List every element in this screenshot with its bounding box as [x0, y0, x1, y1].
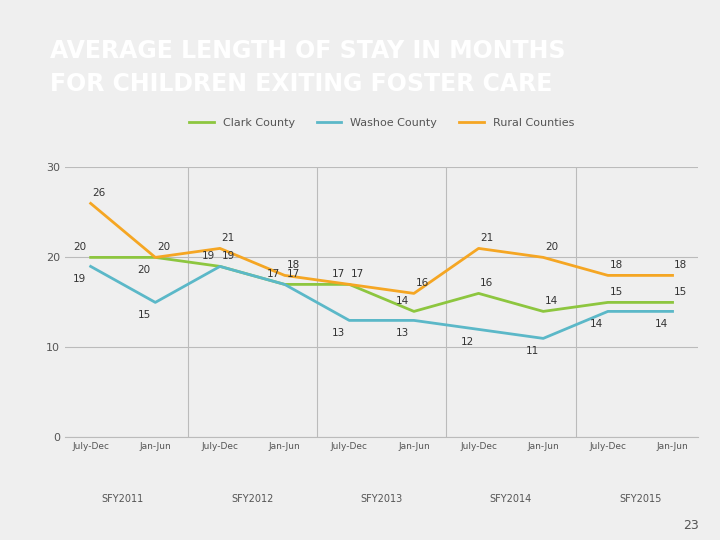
Text: 20: 20 [73, 242, 86, 252]
Text: 23: 23 [683, 519, 698, 532]
Text: 13: 13 [396, 328, 410, 339]
Text: 26: 26 [92, 188, 106, 198]
Text: 15: 15 [674, 287, 688, 297]
Legend: Clark County, Washoe County, Rural Counties: Clark County, Washoe County, Rural Count… [185, 113, 578, 132]
Text: 19: 19 [73, 274, 86, 285]
Text: 14: 14 [590, 320, 603, 329]
Text: 20: 20 [157, 242, 170, 252]
Text: 21: 21 [480, 233, 493, 243]
Text: 15: 15 [610, 287, 623, 297]
Text: 17: 17 [287, 269, 300, 279]
Text: 16: 16 [480, 278, 493, 288]
Text: 17: 17 [351, 269, 364, 279]
Text: SFY2011: SFY2011 [102, 494, 144, 504]
Text: 12: 12 [461, 338, 474, 347]
Text: SFY2013: SFY2013 [361, 494, 402, 504]
Text: 14: 14 [654, 320, 668, 329]
Text: 18: 18 [674, 260, 688, 270]
Text: SFY2015: SFY2015 [619, 494, 662, 504]
Text: 20: 20 [138, 266, 150, 275]
Text: 19: 19 [202, 251, 215, 261]
Text: 14: 14 [396, 296, 410, 306]
Text: 19: 19 [222, 251, 235, 261]
Text: 17: 17 [331, 269, 345, 279]
Text: SFY2012: SFY2012 [231, 494, 274, 504]
Text: 17: 17 [267, 269, 280, 279]
Text: 13: 13 [331, 328, 345, 339]
Text: SFY2014: SFY2014 [490, 494, 532, 504]
Text: AVERAGE LENGTH OF STAY IN MONTHS
FOR CHILDREN EXITING FOSTER CARE: AVERAGE LENGTH OF STAY IN MONTHS FOR CHI… [50, 39, 566, 96]
Text: 20: 20 [545, 242, 558, 252]
Text: 14: 14 [545, 296, 558, 306]
Text: 18: 18 [287, 260, 300, 270]
Text: 18: 18 [610, 260, 623, 270]
Text: 15: 15 [138, 310, 150, 320]
Text: 11: 11 [526, 347, 539, 356]
Text: 16: 16 [415, 278, 429, 288]
Text: 21: 21 [222, 233, 235, 243]
